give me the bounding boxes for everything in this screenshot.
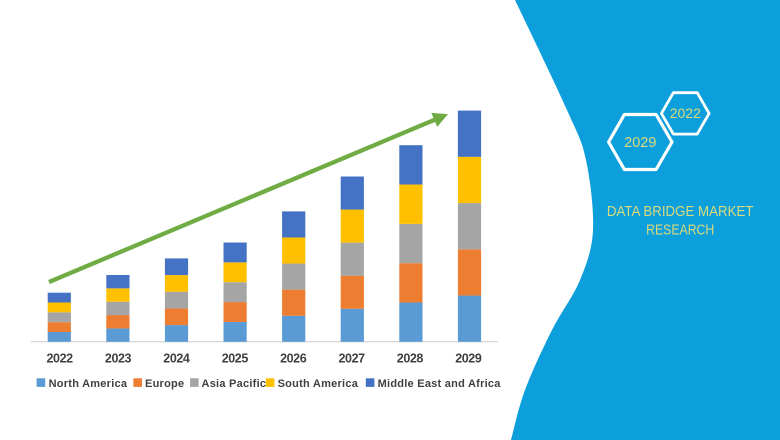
svg-text:Asia Pacific: Asia Pacific bbox=[202, 378, 267, 390]
svg-text:South America: South America bbox=[278, 378, 359, 390]
svg-text:2027: 2027 bbox=[338, 351, 365, 365]
svg-text:2028: 2028 bbox=[397, 351, 424, 365]
svg-text:2024: 2024 bbox=[163, 351, 190, 365]
svg-text:2025: 2025 bbox=[222, 351, 249, 365]
svg-text:2022: 2022 bbox=[670, 105, 701, 121]
svg-text:RESEARCH: RESEARCH bbox=[646, 222, 714, 238]
svg-text:Europe: Europe bbox=[145, 378, 184, 390]
svg-text:Middle East and Africa: Middle East and Africa bbox=[378, 378, 502, 390]
svg-text:2023: 2023 bbox=[105, 351, 132, 365]
svg-text:DATA BRIDGE MARKET: DATA BRIDGE MARKET bbox=[607, 204, 754, 220]
svg-text:2029: 2029 bbox=[624, 135, 656, 151]
svg-text:2026: 2026 bbox=[280, 351, 307, 365]
svg-text:2022: 2022 bbox=[46, 351, 73, 365]
svg-text:2029: 2029 bbox=[455, 351, 482, 365]
svg-text:North America: North America bbox=[49, 378, 128, 390]
